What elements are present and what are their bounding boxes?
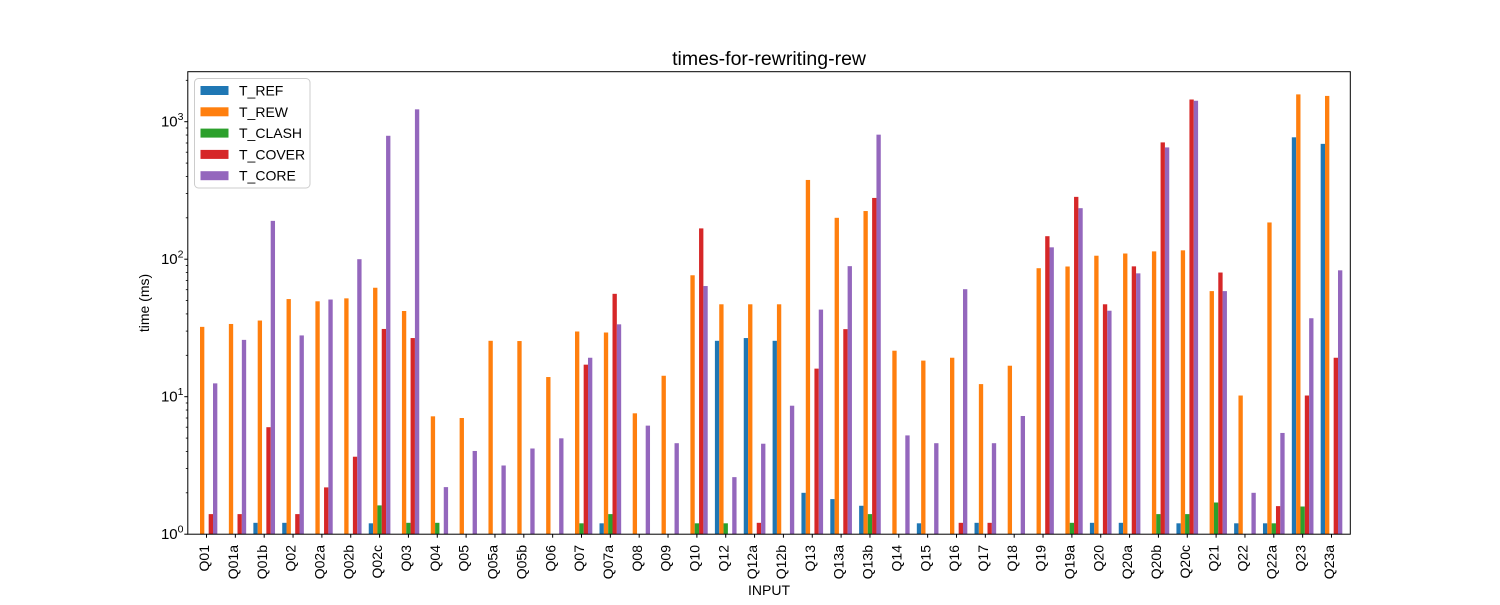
svg-text:Q02: Q02: [283, 545, 299, 572]
svg-text:Q12a: Q12a: [744, 545, 760, 579]
svg-text:Q15: Q15: [917, 545, 933, 572]
svg-text:times-for-rewriting-rew: times-for-rewriting-rew: [672, 48, 867, 70]
svg-text:Q20a: Q20a: [1119, 545, 1135, 579]
svg-text:Q03: Q03: [398, 545, 414, 572]
svg-text:Q02a: Q02a: [311, 545, 327, 579]
svg-text:Q20b: Q20b: [1148, 545, 1164, 579]
svg-text:Q13a: Q13a: [831, 545, 847, 579]
svg-text:Q20: Q20: [1090, 545, 1106, 572]
svg-text:Q22: Q22: [1235, 545, 1251, 572]
svg-text:Q16: Q16: [946, 545, 962, 572]
svg-text:Q06: Q06: [542, 545, 558, 572]
svg-text:Q23a: Q23a: [1321, 545, 1337, 579]
svg-text:Q19a: Q19a: [1061, 545, 1077, 579]
svg-text:Q19: Q19: [1033, 545, 1049, 572]
svg-text:Q21: Q21: [1206, 545, 1222, 572]
svg-text:Q12b: Q12b: [773, 545, 789, 579]
svg-text:T_CORE: T_CORE: [239, 168, 296, 184]
svg-text:Q22a: Q22a: [1263, 545, 1279, 579]
svg-text:Q07a: Q07a: [600, 545, 616, 579]
svg-text:INPUT: INPUT: [748, 582, 790, 598]
svg-text:Q08: Q08: [629, 545, 645, 572]
svg-text:T_REW: T_REW: [239, 104, 289, 120]
svg-text:Q07: Q07: [571, 545, 587, 572]
svg-text:T_CLASH: T_CLASH: [239, 125, 302, 141]
svg-text:Q23: Q23: [1292, 545, 1308, 572]
svg-text:Q13: Q13: [802, 545, 818, 572]
svg-text:time (ms): time (ms): [136, 274, 152, 332]
svg-text:Q05a: Q05a: [485, 545, 501, 579]
svg-text:Q05: Q05: [456, 545, 472, 572]
svg-text:Q13b: Q13b: [860, 545, 876, 579]
svg-text:Q09: Q09: [658, 545, 674, 572]
svg-text:Q02b: Q02b: [340, 545, 356, 579]
svg-text:T_REF: T_REF: [239, 83, 283, 99]
svg-text:Q20c: Q20c: [1177, 545, 1193, 578]
svg-text:Q12: Q12: [715, 545, 731, 572]
svg-text:T_COVER: T_COVER: [239, 146, 305, 162]
svg-text:Q10: Q10: [686, 545, 702, 572]
svg-text:Q14: Q14: [888, 545, 904, 572]
svg-text:Q01: Q01: [196, 545, 212, 572]
svg-text:Q18: Q18: [1004, 545, 1020, 572]
svg-text:Q01a: Q01a: [225, 545, 241, 579]
svg-text:Q04: Q04: [427, 545, 443, 572]
svg-text:Q01b: Q01b: [254, 545, 270, 579]
svg-text:Q17: Q17: [975, 545, 991, 572]
svg-text:Q02c: Q02c: [369, 545, 385, 578]
svg-text:Q05b: Q05b: [513, 545, 529, 579]
